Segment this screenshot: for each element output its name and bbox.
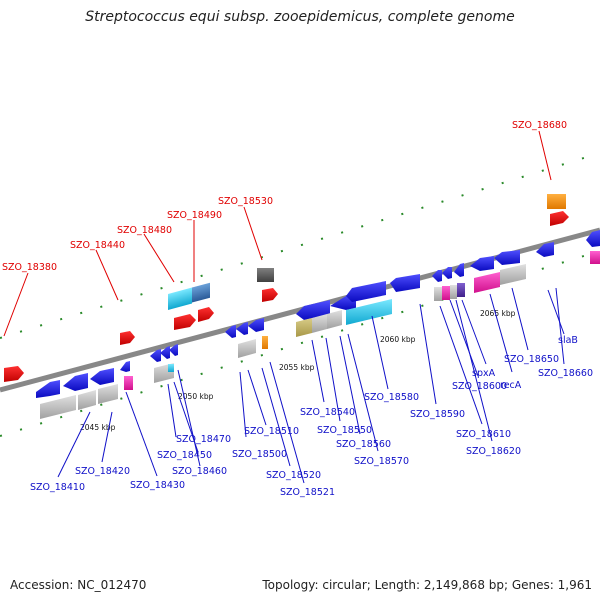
gene-pseudo[interactable] (238, 339, 256, 358)
gene-label[interactable]: SZO_18500 (232, 449, 287, 460)
gene-arrow[interactable] (225, 325, 236, 338)
gene-label[interactable]: SZO_18590 (410, 409, 465, 420)
gene-arrow[interactable] (169, 344, 178, 356)
gene-label[interactable]: SZO_18650 (504, 354, 559, 365)
gene-rna[interactable] (168, 364, 174, 372)
gene-purple[interactable] (457, 283, 465, 297)
gene-pseudo[interactable] (312, 314, 327, 333)
gene-SZO_18440[interactable] (120, 331, 135, 345)
gene-pink[interactable] (442, 286, 450, 300)
gene-pseudo[interactable] (78, 390, 96, 410)
gene-label[interactable]: SZO_18540 (300, 407, 355, 418)
gene-pink[interactable] (474, 272, 500, 293)
bottom-gene-label-text: SZO_18410 SZO_18420 SZO_18430 SZO_18450 … (30, 335, 593, 498)
gene-SZO_18490-box[interactable] (192, 282, 210, 303)
bottom-gene-leaders (57, 287, 565, 484)
gene-pink[interactable] (124, 376, 133, 390)
gene-arrow[interactable] (248, 318, 264, 332)
gene-label[interactable]: SZO_18450 (157, 450, 212, 461)
gene-arrow[interactable] (150, 349, 161, 362)
gene-SZO_18680-box[interactable] (547, 194, 566, 209)
gene-arrow[interactable] (90, 368, 114, 385)
gene-khaki[interactable] (296, 318, 312, 337)
gene-arrow[interactable] (160, 346, 170, 359)
gene-pseudo[interactable] (500, 264, 526, 285)
gene-label[interactable]: SZO_18560 (336, 439, 391, 450)
gene-pink[interactable] (590, 251, 600, 264)
gene-label[interactable]: SZO_18480 (117, 225, 172, 236)
scale-label: 2060 kbp (380, 335, 416, 344)
gene-label[interactable]: SZO_18570 (354, 456, 409, 467)
gene-label[interactable]: SZO_18430 (130, 480, 185, 491)
gene-pseudo[interactable] (327, 310, 342, 329)
leader-line (538, 130, 552, 181)
gene-label[interactable]: SZO_18530 (218, 196, 273, 207)
scale-label: 2045 kbp (80, 423, 116, 432)
gene-arrow[interactable] (454, 263, 464, 277)
gene-SZO_18480[interactable] (174, 314, 196, 330)
gene-SZO_18480-rna[interactable] (168, 287, 192, 310)
gene-SZO_18680[interactable] (550, 211, 569, 226)
gene-pseudo[interactable] (40, 395, 76, 419)
gene-label[interactable]: recA (500, 380, 522, 391)
gene-pseudo[interactable] (450, 285, 457, 299)
gene-SZO_18530-box[interactable] (257, 268, 274, 282)
page-title: Streptococcus equi subsp. zooepidemicus,… (85, 9, 515, 25)
gene-arrow[interactable] (536, 242, 554, 257)
gene-SZO_18490[interactable] (198, 307, 214, 322)
gene-arrow[interactable] (586, 230, 600, 247)
leader-line (143, 233, 175, 283)
gene-orange[interactable] (262, 336, 268, 349)
gene-label[interactable]: SZO_18440 (70, 240, 125, 251)
scale-label: 2050 kbp (178, 392, 214, 401)
gene-label[interactable]: SZO_18490 (167, 210, 222, 221)
gene-label[interactable]: SZO_18610 (456, 429, 511, 440)
gene-rna[interactable] (346, 299, 392, 325)
scale-labels: 2045 kbp 2050 kbp 2055 kbp 2060 kbp 2065… (80, 309, 516, 432)
gene-pseudo[interactable] (434, 287, 442, 301)
top-gene-label-text: SZO_18380 SZO_18440 SZO_18480 SZO_18490 … (2, 120, 567, 273)
top-strand-features (4, 194, 569, 382)
gene-label[interactable]: SZO_18520 (266, 470, 321, 481)
gene-label[interactable]: slaB (558, 335, 578, 346)
bottom-strand-features (36, 230, 600, 419)
gene-label[interactable]: SZO_18380 (2, 262, 57, 273)
leader-line (3, 272, 29, 337)
gene-arrow[interactable] (120, 361, 130, 372)
genome-summary-text: Topology: circular; Length: 2,149,868 bp… (262, 578, 592, 592)
gene-arrow[interactable] (390, 274, 420, 292)
gene-label[interactable]: SZO_18510 (244, 426, 299, 437)
gene-arrow[interactable] (296, 300, 330, 320)
gene-arrow[interactable] (432, 270, 442, 282)
gene-arrow[interactable] (442, 267, 452, 279)
accession-text: Accession: NC_012470 (10, 578, 147, 592)
gene-arrow[interactable] (470, 256, 494, 271)
leader-line (95, 249, 119, 301)
gene-label[interactable]: SZO_18470 (176, 434, 231, 445)
gene-arrow[interactable] (236, 322, 248, 335)
gene-label[interactable]: SZO_18660 (538, 368, 593, 379)
gene-label[interactable]: SZO_18550 (317, 425, 372, 436)
gene-arrow[interactable] (494, 250, 520, 265)
gene-arrow[interactable] (63, 373, 88, 391)
gene-label[interactable]: SZO_18420 (75, 466, 130, 477)
gene-label[interactable]: SZO_18620 (466, 446, 521, 457)
gene-label[interactable]: SZO_18521 (280, 487, 335, 498)
scale-label: 2065 kbp (480, 309, 516, 318)
gene-label[interactable]: SZO_18580 (364, 392, 419, 403)
gene-label[interactable]: SZO_18600 (452, 381, 507, 392)
gene-label[interactable]: SZO_18680 (512, 120, 567, 131)
gene-arrow[interactable] (36, 380, 60, 398)
gene-SZO_18530[interactable] (262, 288, 278, 302)
gene-arrow[interactable] (346, 281, 386, 302)
leader-line (243, 206, 263, 261)
top-gene-labels (3, 130, 552, 337)
gene-label[interactable]: SZO_18410 (30, 482, 85, 493)
gene-label[interactable]: spxA (472, 368, 496, 379)
scale-label: 2055 kbp (279, 363, 315, 372)
gene-SZO_18380[interactable] (4, 366, 24, 382)
gene-label[interactable]: SZO_18460 (172, 466, 227, 477)
gene-pseudo[interactable] (98, 384, 118, 404)
